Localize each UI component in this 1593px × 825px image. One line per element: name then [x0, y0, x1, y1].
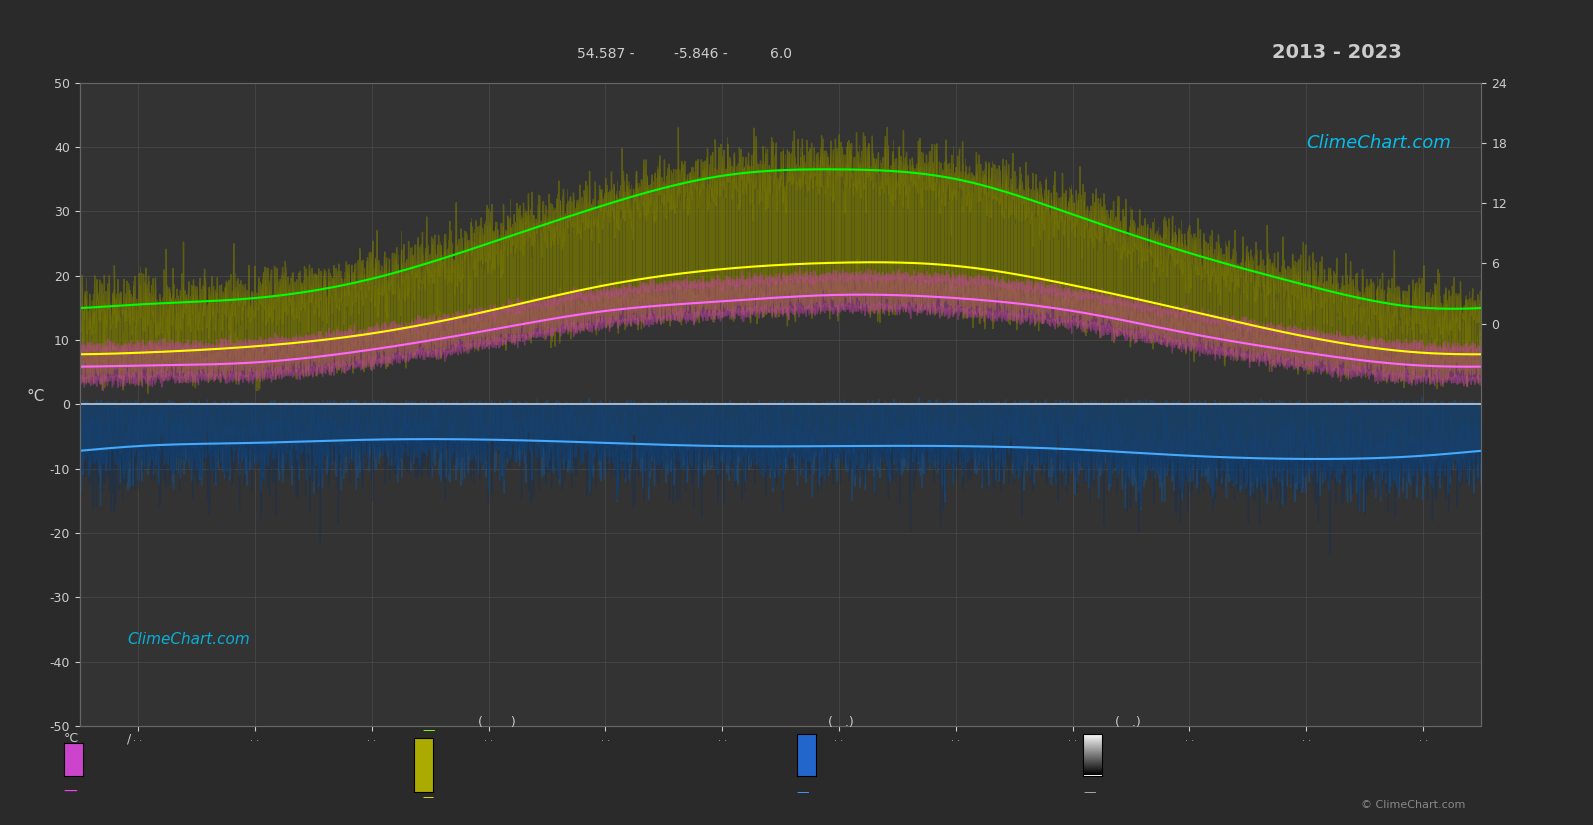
- Text: 6.0: 6.0: [769, 47, 792, 61]
- Text: —: —: [422, 724, 435, 738]
- Text: (   .): ( .): [828, 716, 854, 729]
- Text: 54.587 -: 54.587 -: [577, 47, 634, 61]
- Y-axis label: °C: °C: [27, 389, 45, 404]
- Text: (       ): ( ): [478, 716, 516, 729]
- Text: —: —: [1083, 786, 1096, 799]
- Text: —: —: [422, 792, 433, 802]
- Text: /: /: [127, 733, 132, 746]
- Text: (   .): ( .): [1115, 716, 1141, 729]
- Text: ClimeChart.com: ClimeChart.com: [127, 631, 250, 647]
- Text: °C: °C: [64, 733, 78, 746]
- Text: —: —: [796, 786, 809, 799]
- Text: -5.846 -: -5.846 -: [674, 47, 728, 61]
- Text: ClimeChart.com: ClimeChart.com: [1306, 134, 1451, 153]
- Text: 2013 - 2023: 2013 - 2023: [1273, 43, 1402, 62]
- Text: —: —: [64, 785, 78, 799]
- Text: © ClimeChart.com: © ClimeChart.com: [1360, 800, 1466, 810]
